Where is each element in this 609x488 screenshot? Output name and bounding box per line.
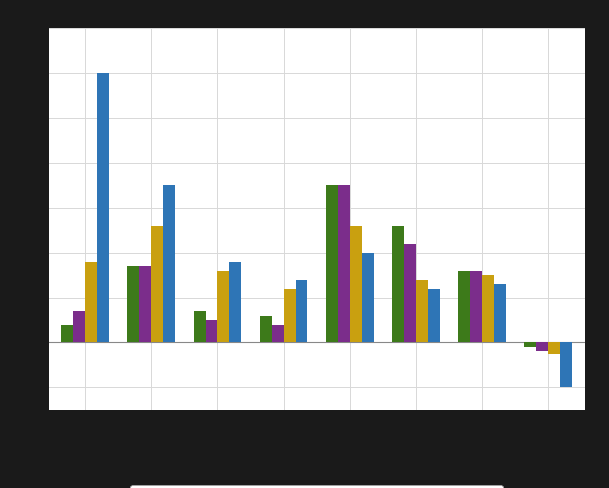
Bar bbox=[362, 253, 373, 343]
Bar bbox=[139, 266, 151, 343]
Bar bbox=[470, 271, 482, 343]
Bar bbox=[428, 289, 440, 343]
Bar bbox=[392, 226, 404, 343]
Legend: Q2 2013, Q2 2014, Q2 2015, Q2 2016: Q2 2013, Q2 2014, Q2 2015, Q2 2016 bbox=[130, 485, 503, 488]
Bar bbox=[416, 280, 428, 343]
Bar bbox=[482, 276, 494, 343]
Bar bbox=[85, 262, 97, 343]
Bar bbox=[458, 271, 470, 343]
Bar bbox=[548, 343, 560, 354]
Bar bbox=[295, 280, 308, 343]
Bar bbox=[194, 311, 205, 343]
Bar bbox=[350, 226, 362, 343]
Bar bbox=[537, 343, 548, 352]
Bar bbox=[163, 186, 175, 343]
Bar bbox=[284, 289, 295, 343]
Bar bbox=[73, 311, 85, 343]
Bar bbox=[272, 325, 284, 343]
Bar bbox=[260, 316, 272, 343]
Bar bbox=[127, 266, 139, 343]
Bar bbox=[97, 74, 109, 343]
Bar bbox=[217, 271, 230, 343]
Bar bbox=[338, 186, 350, 343]
Bar bbox=[326, 186, 338, 343]
Bar bbox=[151, 226, 163, 343]
Bar bbox=[230, 262, 241, 343]
Bar bbox=[494, 285, 506, 343]
Bar bbox=[560, 343, 572, 387]
Bar bbox=[524, 343, 537, 347]
Bar bbox=[205, 320, 217, 343]
Bar bbox=[404, 244, 416, 343]
Bar bbox=[62, 325, 73, 343]
